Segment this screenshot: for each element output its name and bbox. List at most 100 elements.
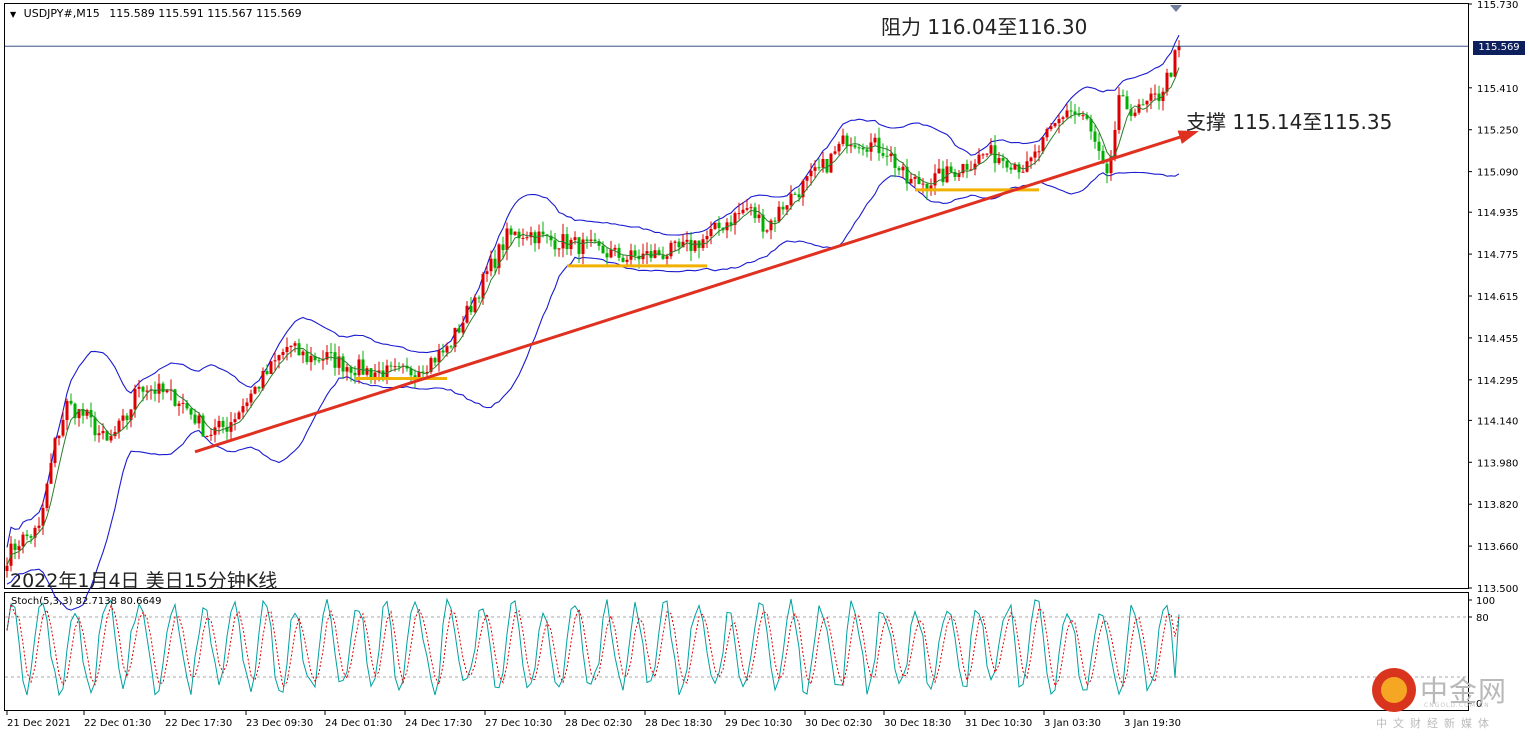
- current-price-tag: 115.569: [1473, 41, 1525, 55]
- candle-body: [109, 436, 113, 441]
- candle-body: [309, 355, 313, 363]
- candle-body: [125, 415, 129, 421]
- ma-line: [6, 67, 1180, 566]
- candle-body: [501, 244, 505, 251]
- candle-body: [733, 213, 737, 225]
- candle-body: [17, 546, 21, 550]
- candle-body: [1013, 164, 1017, 170]
- candle-body: [253, 386, 257, 394]
- y-tick-label: 113.820: [1477, 500, 1518, 511]
- candle-body: [797, 194, 801, 198]
- candle-body: [901, 166, 905, 171]
- candle-body: [977, 154, 981, 164]
- candle-body: [925, 183, 929, 191]
- y-tick-label: 113.980: [1477, 458, 1518, 469]
- candle-body: [933, 173, 937, 186]
- candle-body: [409, 368, 413, 376]
- candle-body: [1033, 151, 1037, 158]
- candle-body: [1113, 129, 1117, 158]
- candle-body: [957, 173, 961, 177]
- candle-body: [929, 185, 933, 191]
- logo-domain: CNGOLD.COM.CN: [1424, 702, 1490, 709]
- x-tick-label: 30 Dec 18:30: [884, 718, 951, 729]
- candle-body: [489, 258, 493, 272]
- candle-body: [457, 328, 461, 333]
- support-annotation: 支撑 115.14至115.35: [1186, 110, 1393, 134]
- candle-body: [269, 361, 273, 375]
- candle-body: [437, 350, 441, 363]
- candle-body: [1049, 126, 1053, 130]
- candle-body: [513, 231, 517, 235]
- chart-shift-marker-icon[interactable]: [1170, 5, 1182, 12]
- candle-body: [481, 274, 485, 299]
- candle-body: [301, 351, 305, 356]
- candle-body: [13, 543, 17, 550]
- candle-body: [1157, 93, 1161, 102]
- trendline: [194, 130, 1199, 454]
- candle-body: [1085, 115, 1089, 119]
- candle-body: [33, 527, 37, 538]
- x-tick-label: 24 Dec 01:30: [325, 718, 392, 729]
- candle-body: [557, 248, 561, 250]
- candle-body: [85, 410, 89, 416]
- candle-body: [69, 400, 73, 404]
- x-tick-label: 21 Dec 2021: [7, 718, 71, 729]
- candle-body: [841, 135, 845, 144]
- candle-body: [705, 236, 709, 240]
- dropdown-triangle-icon[interactable]: ▼: [10, 10, 17, 19]
- x-tick-label: 3 Jan 19:30: [1124, 718, 1181, 729]
- candle-body: [681, 241, 685, 248]
- candle-body: [393, 366, 397, 368]
- candle-body: [469, 305, 473, 313]
- candle-body: [1025, 161, 1029, 172]
- candle-body: [493, 258, 497, 268]
- candle-body: [53, 438, 57, 464]
- candle-body: [257, 386, 261, 389]
- candle-body: [93, 417, 97, 436]
- candle-body: [421, 371, 425, 373]
- candle-body: [665, 256, 669, 259]
- candle-body: [149, 389, 153, 391]
- stoch-levels: [5, 616, 1468, 678]
- candle-body: [129, 409, 133, 421]
- candle-body: [465, 305, 469, 323]
- candle-body: [333, 352, 337, 368]
- candle-body: [541, 231, 545, 235]
- candle-body: [909, 178, 913, 184]
- candle-body: [281, 352, 285, 356]
- y-tick-label: 113.660: [1477, 542, 1518, 553]
- candle-body: [293, 343, 297, 346]
- candle-body: [213, 427, 217, 435]
- candle-body: [425, 371, 429, 373]
- candle-body: [753, 207, 757, 219]
- candle-body: [945, 166, 949, 183]
- candle-body: [873, 137, 877, 143]
- candle-body: [365, 368, 369, 375]
- candle-body: [141, 386, 145, 392]
- candle-body: [585, 239, 589, 241]
- candle-body: [453, 328, 457, 348]
- candle-body: [45, 483, 49, 508]
- stoch-axis: 100 80 0: [1468, 596, 1495, 710]
- candle-body: [449, 346, 453, 348]
- candle-body: [641, 253, 645, 260]
- candle-body: [237, 412, 241, 420]
- candle-body: [549, 235, 553, 241]
- candle-body: [25, 534, 29, 537]
- candle-body: [1053, 123, 1057, 127]
- candle-body: [853, 145, 857, 148]
- candle-body: [961, 163, 965, 174]
- candle-body: [477, 297, 481, 299]
- candle-body: [821, 159, 825, 168]
- stoch-signal-line: [6, 602, 1180, 688]
- candle-body: [1061, 117, 1065, 119]
- candle-body: [121, 415, 125, 421]
- candle-body: [677, 241, 681, 248]
- candle-body: [741, 209, 745, 214]
- x-tick-label: 23 Dec 09:30: [246, 718, 313, 729]
- candle-body: [1149, 93, 1153, 101]
- candle-body: [473, 297, 477, 313]
- price-axis: 115.730 115.410 115.250 115.090 114.935 114.7…: [1468, 0, 1518, 595]
- candle-body: [185, 402, 189, 409]
- time-axis: 21 Dec 2021 22 Dec 01:30 22 Dec 17:30 23 De…: [6, 711, 1181, 729]
